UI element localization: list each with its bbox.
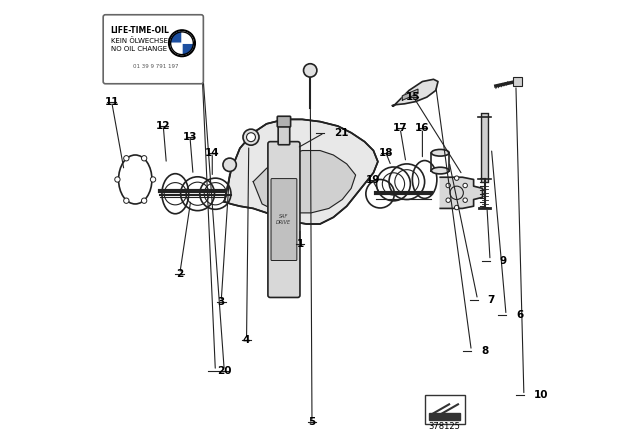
Text: 3: 3 bbox=[218, 297, 225, 307]
Bar bbox=[424, 396, 465, 424]
Text: NO OIL CHANGE: NO OIL CHANGE bbox=[111, 46, 167, 52]
Polygon shape bbox=[403, 89, 418, 100]
Wedge shape bbox=[182, 32, 193, 43]
FancyBboxPatch shape bbox=[271, 179, 297, 260]
Text: 16: 16 bbox=[415, 123, 429, 133]
Circle shape bbox=[171, 32, 193, 55]
Wedge shape bbox=[171, 32, 182, 43]
Text: 11: 11 bbox=[104, 97, 119, 107]
Polygon shape bbox=[253, 151, 356, 213]
Text: 01 39 9 791 197: 01 39 9 791 197 bbox=[133, 64, 179, 69]
Ellipse shape bbox=[431, 167, 449, 174]
Polygon shape bbox=[392, 79, 438, 106]
Circle shape bbox=[446, 183, 451, 188]
Text: 1: 1 bbox=[296, 239, 303, 249]
Text: SAF
DRIVE: SAF DRIVE bbox=[276, 214, 291, 225]
Text: 14: 14 bbox=[205, 148, 220, 158]
Circle shape bbox=[243, 129, 259, 145]
Circle shape bbox=[454, 176, 459, 181]
Text: 12: 12 bbox=[156, 121, 170, 131]
Bar bbox=[513, 77, 522, 86]
Circle shape bbox=[115, 177, 120, 182]
Circle shape bbox=[168, 30, 195, 56]
Polygon shape bbox=[440, 177, 483, 208]
Text: 2: 2 bbox=[176, 269, 184, 279]
Text: 4: 4 bbox=[243, 335, 250, 345]
Circle shape bbox=[141, 155, 147, 161]
Text: 19: 19 bbox=[365, 175, 380, 185]
Text: 15: 15 bbox=[406, 92, 420, 102]
Text: 5: 5 bbox=[308, 417, 316, 427]
Polygon shape bbox=[224, 119, 378, 224]
Wedge shape bbox=[182, 43, 193, 54]
Text: 6: 6 bbox=[516, 310, 523, 320]
Text: 7: 7 bbox=[488, 295, 495, 305]
Text: 8: 8 bbox=[481, 346, 488, 356]
Text: 18: 18 bbox=[379, 148, 393, 158]
Circle shape bbox=[150, 177, 156, 182]
Text: 378125: 378125 bbox=[429, 422, 461, 431]
Text: LIFE-TIME-OIL: LIFE-TIME-OIL bbox=[111, 26, 170, 35]
Text: KEIN ÖLWECHSEL: KEIN ÖLWECHSEL bbox=[111, 37, 172, 44]
Polygon shape bbox=[224, 119, 378, 224]
Text: 13: 13 bbox=[183, 132, 197, 142]
Ellipse shape bbox=[431, 150, 449, 156]
Circle shape bbox=[463, 183, 467, 188]
FancyBboxPatch shape bbox=[268, 142, 300, 297]
FancyBboxPatch shape bbox=[103, 15, 204, 84]
Text: 9: 9 bbox=[500, 255, 507, 266]
Circle shape bbox=[124, 155, 129, 161]
Text: 20: 20 bbox=[217, 366, 232, 376]
Circle shape bbox=[446, 198, 451, 202]
Wedge shape bbox=[171, 43, 182, 54]
Circle shape bbox=[454, 205, 459, 210]
Text: 21: 21 bbox=[334, 128, 349, 138]
Circle shape bbox=[124, 198, 129, 203]
Circle shape bbox=[246, 133, 255, 142]
Text: 17: 17 bbox=[393, 123, 408, 133]
Text: 10: 10 bbox=[534, 390, 548, 401]
Circle shape bbox=[141, 198, 147, 203]
Circle shape bbox=[223, 158, 236, 172]
Polygon shape bbox=[429, 413, 460, 420]
FancyBboxPatch shape bbox=[277, 116, 291, 127]
Circle shape bbox=[303, 64, 317, 77]
FancyBboxPatch shape bbox=[278, 125, 290, 145]
Circle shape bbox=[463, 198, 467, 202]
